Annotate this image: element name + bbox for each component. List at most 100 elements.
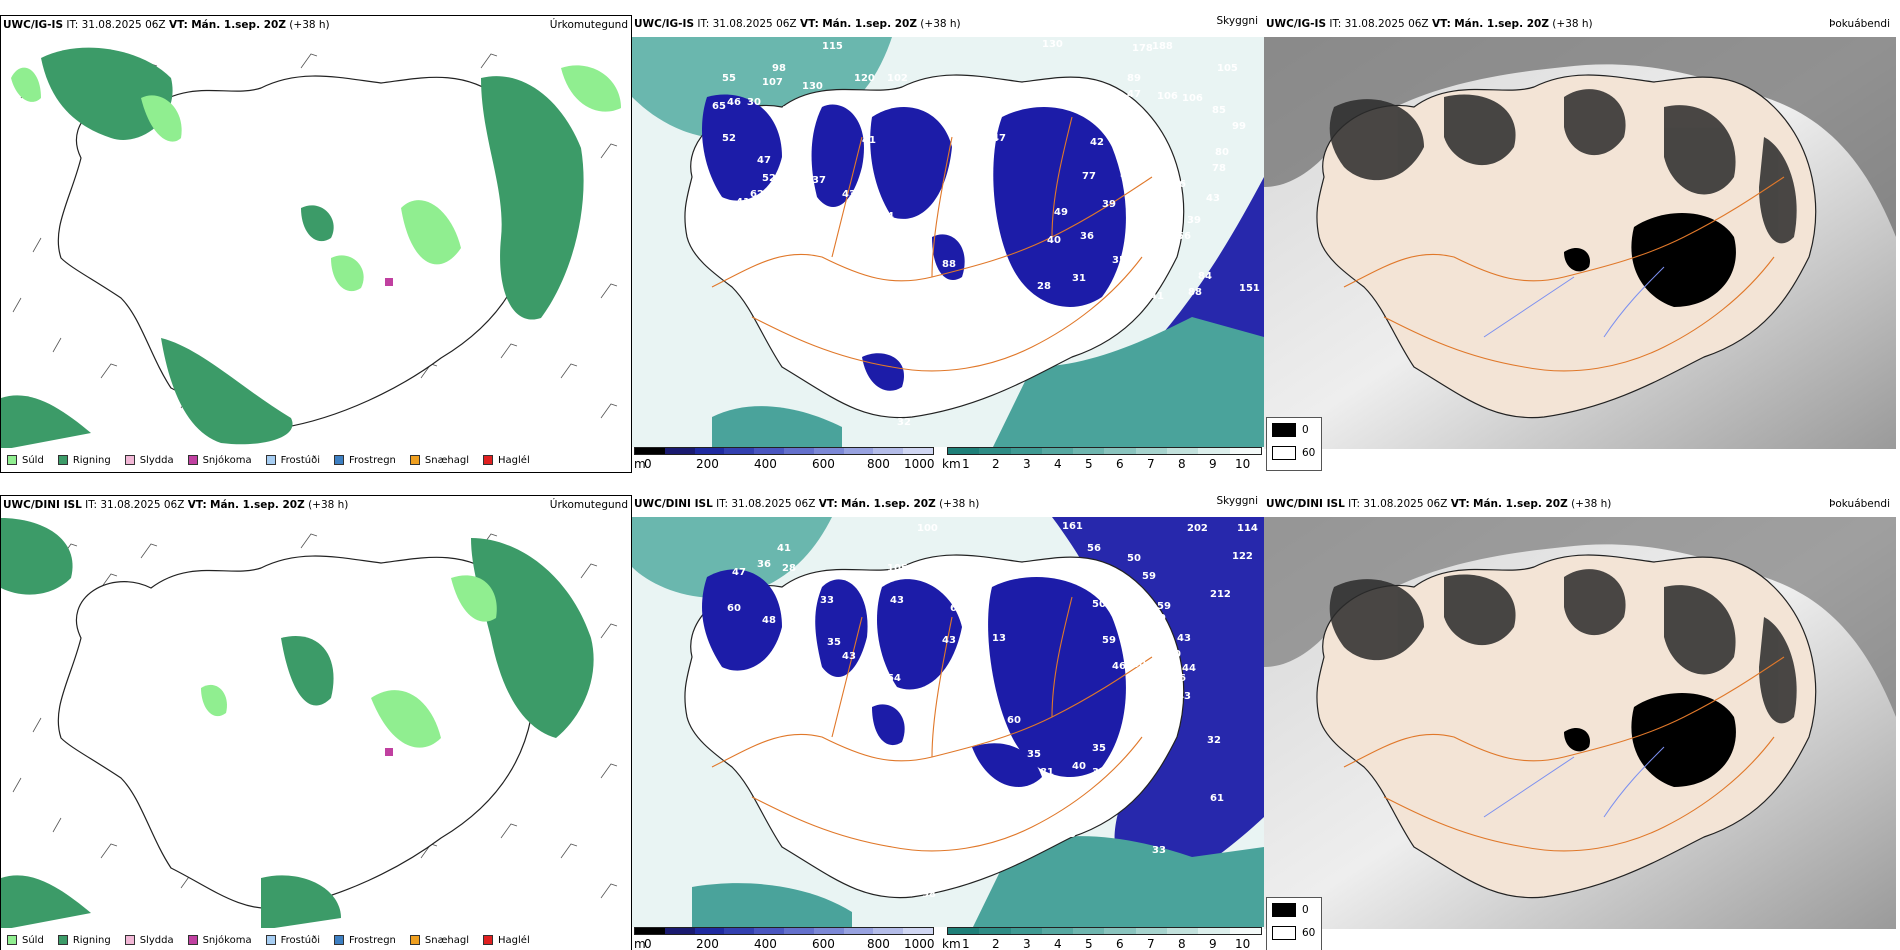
visibility-tick: 3 [1023, 937, 1031, 950]
rain-areas [1, 518, 594, 930]
precip-title-bottom: Úrkomutegund [549, 499, 628, 511]
visibility-value: 59 [1087, 87, 1101, 98]
visibility-value: 50 [969, 179, 983, 190]
visibility-value: 43 [1177, 691, 1191, 702]
visibility-value: 30 [747, 97, 761, 108]
visibility-value: 34 [904, 401, 918, 412]
scale-legends-bottom: m 0 200 400 600 800 1000 km 1 2 3 4 5 6 … [632, 927, 1264, 950]
legend-item: 0 [1272, 423, 1309, 437]
visibility-value: 85 [1004, 319, 1018, 330]
visibility-value: 44 [1182, 663, 1196, 674]
visibility-value: 37 [1144, 195, 1158, 206]
visibility-value: 31 [977, 125, 991, 136]
visibility-value: 130 [1042, 39, 1063, 50]
visibility-value: 65 [712, 101, 726, 112]
legend-item: Rigning [57, 455, 111, 466]
visibility-value: 114 [1237, 523, 1258, 534]
visibility-value: 61 [1210, 793, 1224, 804]
visibility-tick: 5 [1085, 937, 1093, 950]
drizzle-areas [201, 575, 497, 748]
fog-legend-bottom: 0 60 [1266, 897, 1322, 950]
visibility-value: 59 [1157, 601, 1171, 612]
precip-legend-top: Súld Rigning Slydda Snjókoma Frostúði Fr… [1, 448, 631, 472]
visibility-header-top: UWC/IG-IS IT: 31.08.2025 06Z VT: Mán. 1.… [634, 18, 961, 30]
roads [1343, 656, 1785, 852]
visibility-value: 55 [1154, 211, 1168, 222]
visibility-value: 52 [722, 133, 736, 144]
elevation-tick: 1000 [904, 937, 935, 950]
visibility-value: 77 [1082, 171, 1096, 182]
legend-item: Rigning [57, 935, 111, 946]
visibility-tick: 5 [1085, 457, 1093, 471]
elevation-unit: m [634, 457, 646, 471]
visibility-value: 115 [822, 41, 843, 52]
elevation-colorbar [634, 927, 934, 935]
visibility-value: 99 [1232, 121, 1246, 132]
visibility-value: 69 [972, 633, 986, 644]
visibility-value: 43 [874, 255, 888, 266]
visibility-value: 56 [1177, 231, 1191, 242]
legend-item: Slydda [124, 455, 174, 466]
visibility-value: 58 [782, 615, 796, 626]
visibility-tick: 9 [1209, 937, 1217, 950]
visibility-tick: 6 [1116, 937, 1124, 950]
precip-panel-top: UWC/IG-IS IT: 31.08.2025 06Z VT: Mán. 1.… [0, 15, 632, 473]
precip-map-top [1, 47, 621, 450]
visibility-value: 101 [907, 873, 928, 884]
legend-item: Súld [7, 455, 44, 466]
visibility-tick: 6 [1116, 457, 1124, 471]
visibility-tick: 1 [962, 457, 970, 471]
visibility-value: 60 [727, 603, 741, 614]
precip-header-bottom: UWC/DINI ISL IT: 31.08.2025 06Z VT: Mán.… [3, 499, 349, 511]
visibility-value: 88 [1188, 287, 1202, 298]
visibility-value: 60 [1007, 715, 1021, 726]
visibility-tick: 2 [992, 457, 1000, 471]
visibility-value: 36 [1080, 231, 1094, 242]
legend-item: Súld [7, 935, 44, 946]
visibility-value: 41 [862, 135, 876, 146]
elevation-unit: m [634, 937, 646, 950]
visibility-tick: 4 [1054, 457, 1062, 471]
visibility-value: 58 [787, 243, 801, 254]
visibility-value: 40 [1132, 659, 1146, 670]
visibility-value: 75 [782, 227, 796, 238]
visibility-value: 122 [1232, 551, 1253, 562]
visibility-value: 39 [1102, 199, 1116, 210]
visibility-map-top: 115 130 178 188 105 98 107 130 120 102 55 46 30 6… [632, 37, 1264, 449]
visibility-value: 76 [1172, 179, 1186, 190]
visibility-value: 69 [950, 603, 964, 614]
visibility-value: 188 [1152, 41, 1173, 52]
visibility-value: 33 [1152, 845, 1166, 856]
visibility-value: 151 [1239, 283, 1260, 294]
visibility-value: 100 [917, 523, 938, 534]
visibility-value: 28 [1037, 281, 1051, 292]
elevation-tick: 400 [754, 937, 777, 950]
visibility-value: 102 [887, 73, 908, 84]
visibility-value: 54 [887, 673, 901, 684]
visibility-value: 47 [732, 567, 746, 578]
visibility-value: 35 [1092, 743, 1106, 754]
visibility-value: 44 [1122, 595, 1136, 606]
visibility-header-bottom: UWC/DINI ISL IT: 31.08.2025 06Z VT: Mán.… [634, 498, 980, 510]
visibility-value: 35 [1092, 767, 1106, 778]
visibility-colorbar [947, 927, 1262, 935]
visibility-value: 49 [1054, 207, 1068, 218]
visibility-value: 43 [842, 651, 856, 662]
visibility-tick: 8 [1178, 937, 1186, 950]
visibility-value: 58 [1077, 99, 1091, 110]
dewpoint-title-top: Þokuábendi [1829, 18, 1890, 30]
visibility-value: 40 [1047, 235, 1061, 246]
legend-item: Snæhagl [409, 455, 469, 466]
precip-panel-bottom: UWC/DINI ISL IT: 31.08.2025 06Z VT: Mán.… [0, 495, 632, 950]
dewpoint-header-bottom: UWC/DINI ISL IT: 31.08.2025 06Z VT: Mán.… [1266, 498, 1612, 510]
visibility-value: 13 [992, 633, 1006, 644]
visibility-value: 34 [880, 211, 894, 222]
legend-item: Haglél [483, 935, 530, 946]
visibility-value: 43 [942, 635, 956, 646]
visibility-value: 60 [1052, 785, 1066, 796]
roads [711, 116, 1153, 372]
dewpoint-panel-bottom: UWC/DINI ISL IT: 31.08.2025 06Z VT: Mán.… [1264, 495, 1900, 950]
visibility-value: 37 [812, 175, 826, 186]
drizzle-areas [11, 65, 621, 292]
elevation-tick: 800 [867, 457, 890, 471]
